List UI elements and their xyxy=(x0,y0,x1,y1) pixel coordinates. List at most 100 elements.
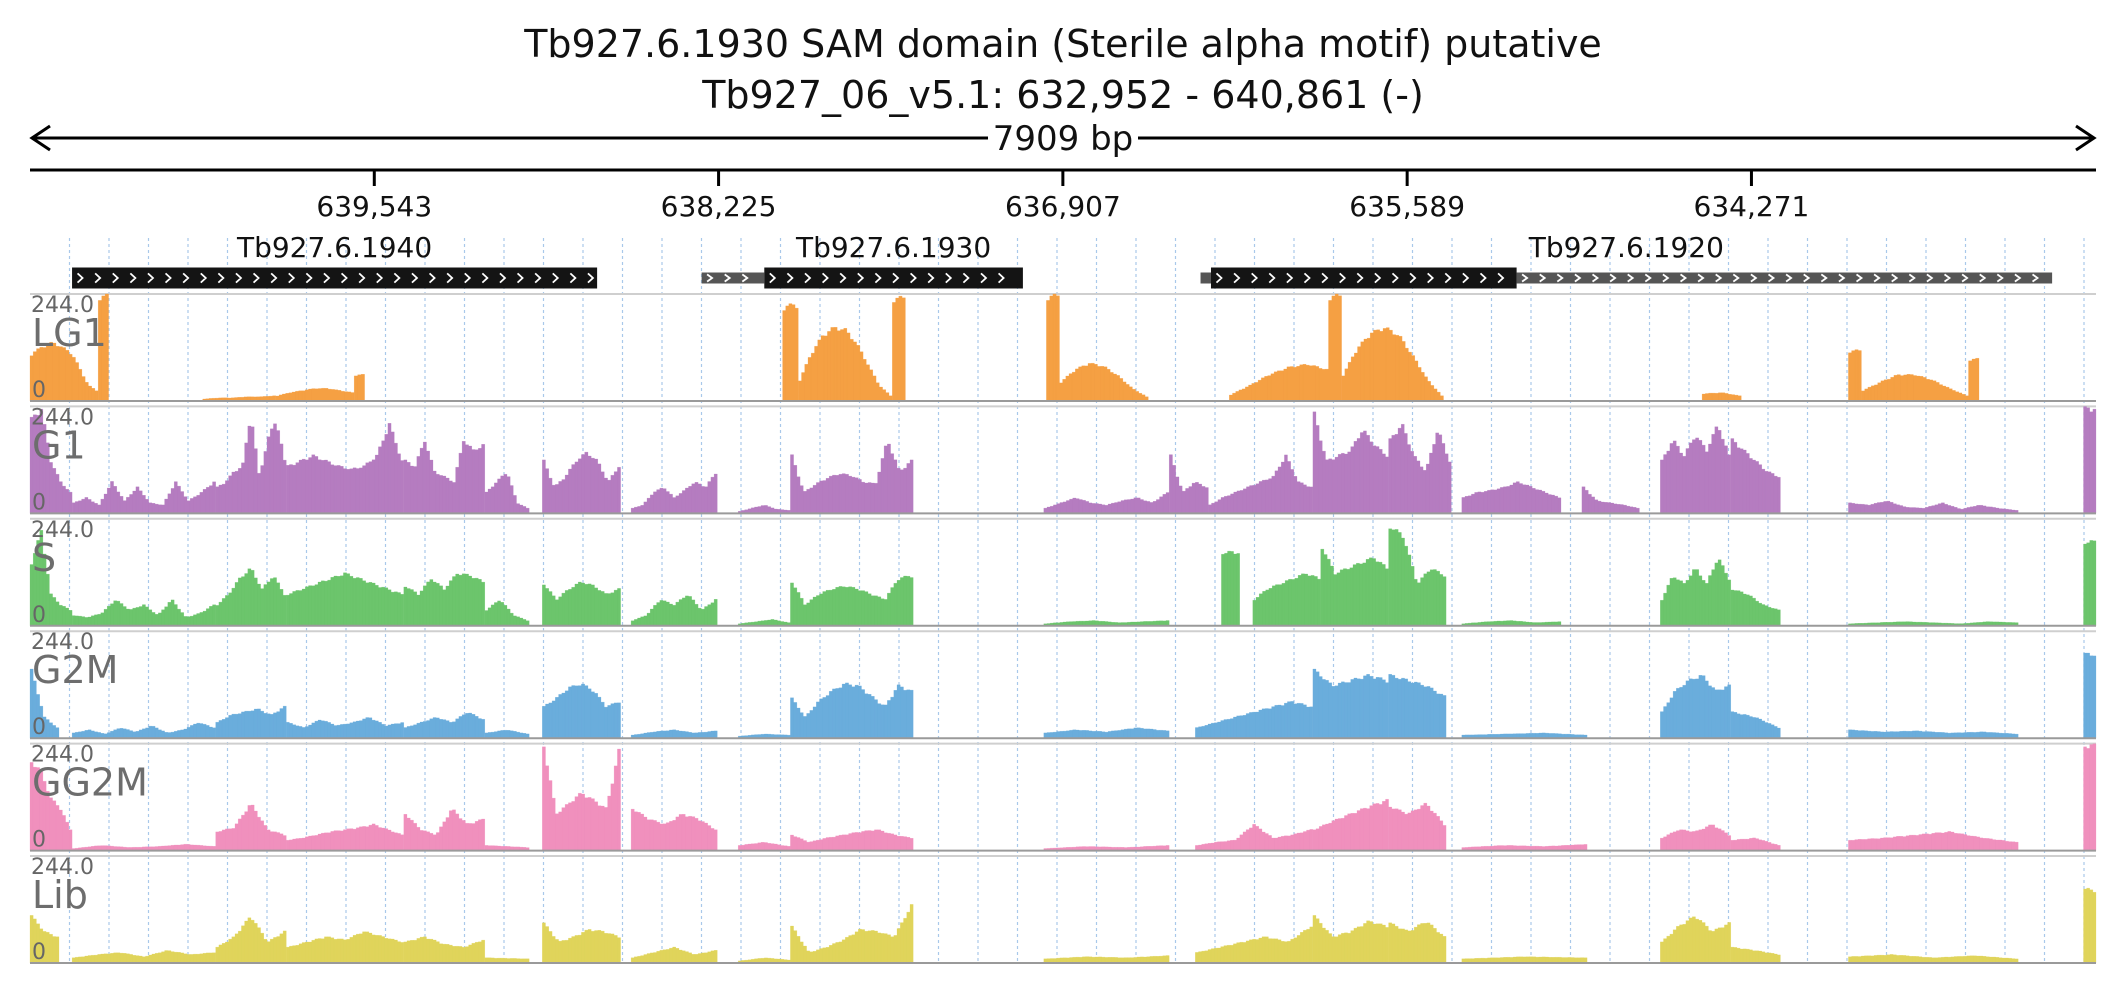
coverage-bars xyxy=(1388,674,1447,739)
coverage-bars xyxy=(286,423,404,514)
coverage-bars xyxy=(484,474,530,514)
coverage-bars xyxy=(738,957,791,963)
coverage-bars xyxy=(1701,392,1742,401)
coverage-bars xyxy=(798,327,893,401)
coverage-bars xyxy=(1043,727,1170,739)
coverage-bars xyxy=(738,842,791,851)
coverage-bars xyxy=(71,599,216,626)
coverage-bars xyxy=(215,804,287,851)
coverage-bars xyxy=(71,481,216,514)
strand-chevrons xyxy=(76,272,595,284)
gene-label: Tb927.6.1920 xyxy=(1528,231,1724,264)
coverage-bars xyxy=(790,682,914,739)
coverage-bars xyxy=(403,712,485,739)
coverage-bars xyxy=(1848,500,2019,514)
axis-ticks: 639,543 638,225 636,907 635,589 634,271 xyxy=(316,170,1809,223)
track-name: LG1 xyxy=(32,311,107,355)
coverage-bars xyxy=(1252,573,1321,626)
coverage-bars xyxy=(738,505,791,514)
coverage-bars xyxy=(98,293,109,401)
coverage-bars xyxy=(215,705,287,739)
coverage-bars xyxy=(1312,668,1389,739)
coverage-bars xyxy=(2083,652,2097,739)
gene-utr xyxy=(1516,272,2053,284)
tick-label: 639,543 xyxy=(316,190,432,223)
coverage-bars xyxy=(790,904,914,963)
coverage-bars xyxy=(542,451,621,514)
coverage-bars xyxy=(484,600,530,626)
track-name: S xyxy=(32,536,56,580)
strand-chevrons xyxy=(1215,272,1505,284)
coverage-bars xyxy=(1730,946,1781,963)
locus-coordinates: Tb927_06_v5.1: 632,952 - 640,861 (-) xyxy=(701,73,1424,117)
coverage-bars xyxy=(71,844,216,851)
coverage-bars xyxy=(1660,824,1731,851)
coverage-bars xyxy=(630,473,718,514)
coverage-bars xyxy=(1388,922,1447,963)
track-g2m: 244.0 0 G2M xyxy=(29,630,2097,740)
gene-label: Tb927.6.1940 xyxy=(236,231,432,264)
span-arrow: 7909 bp xyxy=(29,119,2097,159)
coverage-bars xyxy=(215,568,287,626)
span-length-label: 7909 bp xyxy=(993,119,1134,159)
ymin-label: 0 xyxy=(32,490,46,515)
coverage-bars xyxy=(286,823,404,851)
coverage-bars xyxy=(630,946,718,963)
coverage-bars xyxy=(275,388,355,401)
coverage-bars xyxy=(1221,550,1240,626)
tick-label: 635,589 xyxy=(1349,190,1465,223)
coverage-bars xyxy=(1730,711,1781,739)
ymax-label: 244.0 xyxy=(31,743,94,768)
coverage-bars xyxy=(892,295,906,401)
coverage-bars xyxy=(790,443,914,514)
coverage-bars xyxy=(1660,559,1731,626)
ymin-label: 0 xyxy=(32,940,46,965)
coverage-bars xyxy=(1195,824,1314,851)
coverage-bars xyxy=(1848,349,1862,401)
coverage-bars xyxy=(630,808,718,851)
track-s: 244.0 0 S xyxy=(29,517,2097,628)
track-lg1: 244.0 0 LG1 xyxy=(29,293,2096,403)
coverage-bars xyxy=(1195,701,1314,739)
ymin-label: 0 xyxy=(32,715,46,740)
coverage-bars xyxy=(354,374,365,401)
coverage-bars xyxy=(1861,374,1969,401)
coverage-bars xyxy=(215,917,287,963)
ymax-label: 244.0 xyxy=(31,293,94,318)
coverage-bars xyxy=(29,668,60,739)
coverage-bars xyxy=(1461,732,1588,739)
coverage-bars xyxy=(71,722,216,739)
coverage-bars xyxy=(1388,424,1452,514)
ymax-label: 244.0 xyxy=(31,855,94,880)
coverage-bars xyxy=(403,441,485,514)
coverage-bars xyxy=(542,746,621,851)
coverage-bars xyxy=(630,595,718,626)
coverage-tracks: 244.00LG1244.00G1244.00S244.00G2M244.00G… xyxy=(29,293,2097,965)
coverage-bars xyxy=(1660,916,1731,963)
coverage-bars xyxy=(1660,675,1731,739)
coverage-bars xyxy=(202,395,276,401)
coverage-bars xyxy=(484,957,530,963)
gene-utr xyxy=(701,272,765,284)
coverage-bars xyxy=(1461,481,1562,514)
coverage-bars xyxy=(1461,956,1588,963)
ymin-label: 0 xyxy=(32,603,46,628)
coverage-bars xyxy=(1043,492,1170,514)
coverage-bars xyxy=(1461,620,1562,626)
coverage-bars xyxy=(1059,363,1149,401)
coverage-bars xyxy=(1229,364,1329,401)
ymax-label: 244.0 xyxy=(31,518,94,543)
strand-chevrons xyxy=(769,272,1005,284)
coverage-bars xyxy=(1208,454,1314,514)
coverage-bars xyxy=(1312,411,1389,514)
coverage-bars xyxy=(1312,799,1389,851)
ymax-label: 244.0 xyxy=(31,630,94,655)
coverage-bars xyxy=(286,931,404,963)
coverage-bars xyxy=(738,733,791,739)
coverage-bars xyxy=(1730,438,1781,514)
coverage-bars xyxy=(1320,548,1389,626)
track-name: GG2M xyxy=(32,761,148,805)
tick-label: 634,271 xyxy=(1694,190,1810,223)
coverage-bars xyxy=(286,717,404,739)
coverage-bars xyxy=(403,936,485,963)
